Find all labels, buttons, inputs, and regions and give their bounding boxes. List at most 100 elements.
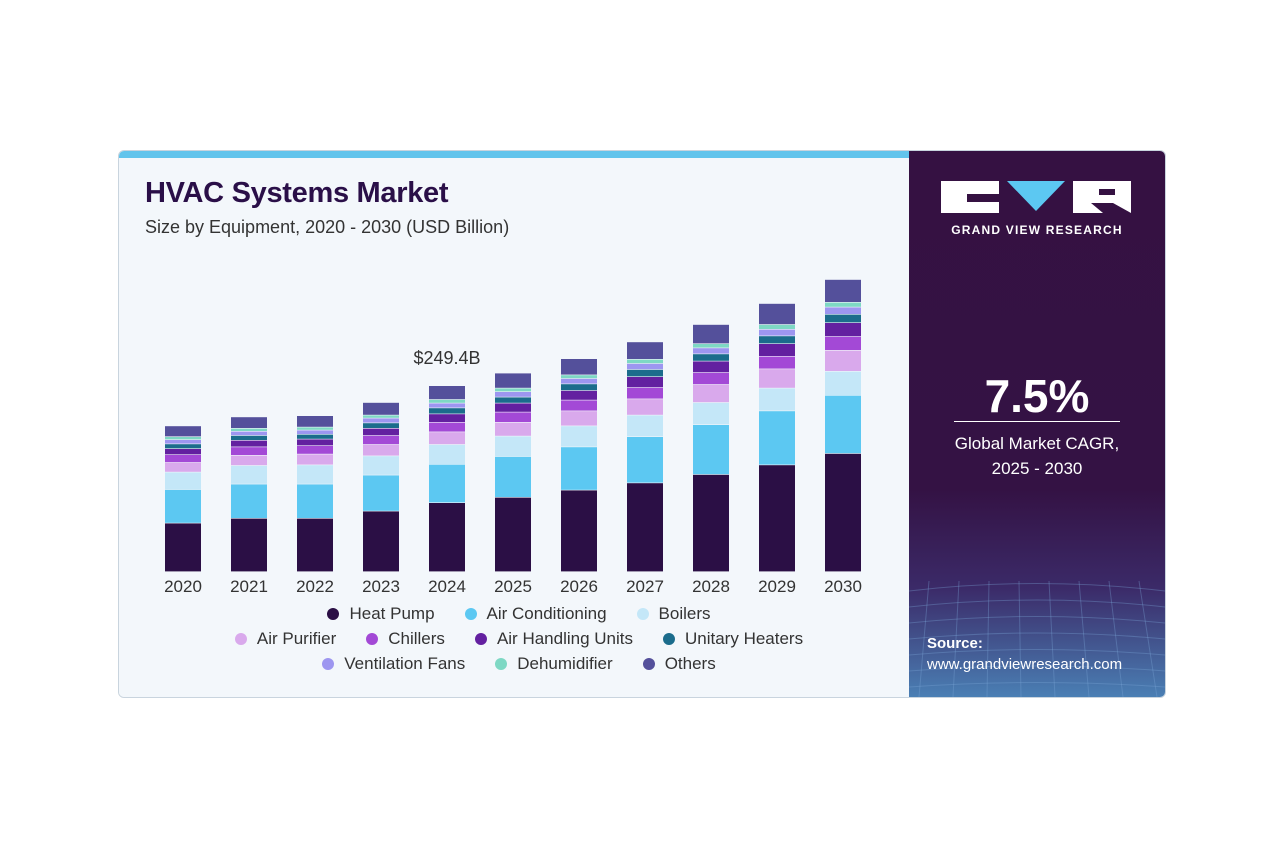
bar-segment-2025-s0 [495,497,531,572]
chart-legend: Heat Pump Air Conditioning Boilers Air Puri… [159,601,879,676]
bar-segment-2022-s3 [297,454,333,465]
bar-segment-2024-s2 [429,444,465,464]
bar-segment-2026-s4 [561,400,597,411]
bar-segment-2021-s1 [231,484,267,518]
legend-swatch [322,657,335,670]
legend-swatch [464,607,477,620]
accent-bar [119,151,909,158]
bar-segment-2026-s0 [561,490,597,572]
bar-segment-2028-s4 [693,372,729,385]
legend-item: Heat Pump [327,604,435,624]
cagr-label: Global Market CAGR, 2025 - 2030 [909,431,1165,481]
bar-segment-2028-s1 [693,425,729,475]
bar-segment-2021-s4 [231,447,267,455]
bar-segment-2030-s2 [825,371,861,395]
x-tick-label: 2029 [758,577,796,596]
bar-segment-2023-s3 [363,444,399,456]
bar-segment-2027-s1 [627,437,663,483]
legend-item: Air Handling Units [474,629,633,649]
bar-segment-2030-s4 [825,336,861,350]
legend-label: Chillers [388,628,445,648]
bar-segment-2020-s1 [165,489,201,523]
legend-item: Air Purifier [234,628,337,649]
bar-segment-2028-s0 [693,474,729,572]
grid-background [909,580,1165,697]
bar-segment-2028-s9 [693,324,729,344]
bar-segment-2029-s6 [759,336,795,344]
bar-segment-2027-s7 [627,363,663,370]
bar-segment-2026-s1 [561,447,597,490]
bar-segment-2029-s1 [759,411,795,465]
bar-segment-2028-s3 [693,384,729,403]
bar-segment-2020-s6 [165,444,201,449]
bar-segment-2020-s0 [165,523,201,572]
bar-segment-2030-s7 [825,307,861,314]
bar-segment-2020-s9 [165,426,201,437]
bar-segment-2024-s9 [429,386,465,400]
legend-swatch [327,607,340,620]
bar-segment-2030-s3 [825,350,861,371]
bar-segment-2024-s3 [429,432,465,445]
legend-label: Unitary Heaters [685,628,804,648]
bar-segment-2027-s8 [627,359,663,364]
bar-segment-2029-s5 [759,344,795,356]
source-title: Source: [927,635,983,652]
bar-segment-2022-s6 [297,434,333,439]
bar-segment-2024-s4 [429,422,465,432]
bar-segment-2020-s5 [165,449,201,455]
legend-label: Others [664,653,716,673]
source-url[interactable]: www.grandviewresearch.com [927,656,1123,673]
legend-swatch [642,657,655,670]
legend-label: Air Purifier [256,628,337,648]
legend-row: Air Purifier Chillers Air Handling Units Un… [159,626,879,651]
bar-segment-2025-s4 [495,412,531,422]
chart-panel: 2020 2021 2022 2023 2024 $249.4B 2025 2026 2027 2… [119,151,909,697]
value-annotation: $249.4B [413,348,480,368]
bar-segment-2029-s4 [759,356,795,369]
bar-segment-2021-s5 [231,440,267,447]
bar-segment-2029-s9 [759,303,795,325]
bar-segment-2026-s7 [561,378,597,384]
legend-swatch [495,657,508,670]
bar-segment-2023-s6 [363,423,399,428]
bar-segment-2025-s1 [495,456,531,497]
bar-segment-2025-s3 [495,422,531,436]
bar-segment-2027-s2 [627,415,663,437]
bar-segment-2020-s7 [165,440,201,444]
bar-segment-2028-s6 [693,354,729,361]
legend-label: Dehumidifier [517,653,613,673]
bar-segment-2025-s9 [495,373,531,388]
brand-name: GRAND VIEW RESEARCH [951,223,1123,237]
bar-segment-2023-s2 [363,456,399,475]
bar-segment-2023-s7 [363,418,399,423]
bar-segment-2025-s6 [495,397,531,403]
bar-segment-2027-s6 [627,369,663,377]
cagr-divider [954,421,1120,422]
bar-segment-2030-s9 [825,279,861,302]
bar-segment-2025-s5 [495,403,531,412]
bar-segment-2026-s6 [561,384,597,391]
bar-segment-2025-s2 [495,436,531,457]
x-tick-label: 2023 [362,577,400,596]
x-tick-label: 2022 [296,577,334,596]
cagr-label-line2: 2025 - 2030 [991,459,1083,478]
bar-segment-2020-s2 [165,472,201,490]
bar-segment-2030-s0 [825,453,861,572]
legend-item: Dehumidifier [495,653,613,674]
legend-swatch [636,607,649,620]
bar-segment-2025-s7 [495,392,531,397]
bar-segment-2030-s6 [825,314,861,323]
bar-segment-2027-s4 [627,387,663,399]
infographic-card: 2020 2021 2022 2023 2024 $249.4B 2025 2026 2027 2… [118,150,1166,698]
bar-segment-2021-s7 [231,431,267,436]
bar-segment-2030-s5 [825,323,861,337]
legend-item: Ventilation Fans [322,654,465,674]
x-tick-label: 2025 [494,577,532,596]
bar-segment-2025-s8 [495,388,531,392]
bar-segment-2030-s1 [825,395,861,454]
legend-item: Air Conditioning [464,604,607,624]
legend-swatch [474,632,487,645]
bar-segment-2023-s5 [363,428,399,436]
x-tick-label: 2030 [824,577,862,596]
legend-row: Heat Pump Air Conditioning Boilers [159,601,879,626]
